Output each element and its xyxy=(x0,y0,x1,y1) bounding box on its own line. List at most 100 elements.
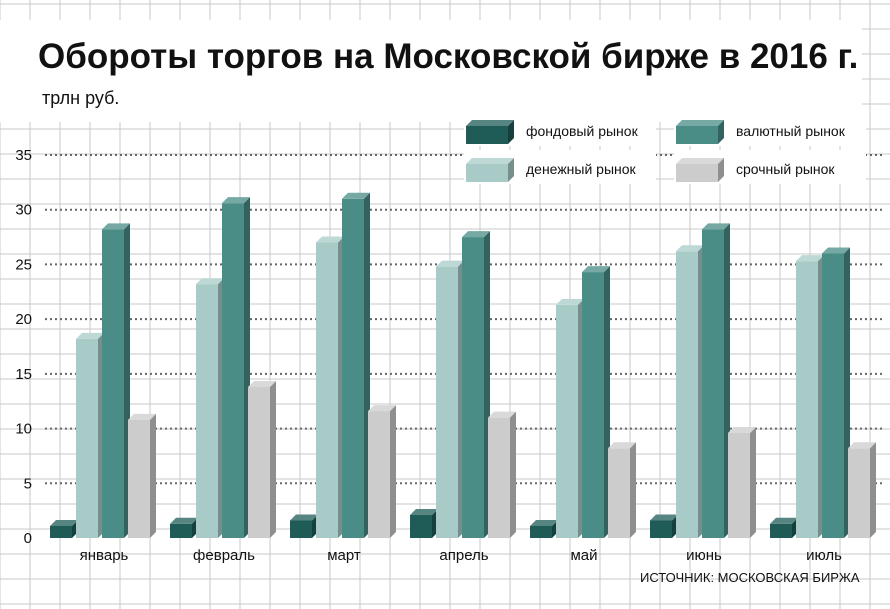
x-tick-label: январь xyxy=(80,547,129,564)
bar xyxy=(316,236,344,539)
bar-top xyxy=(342,192,370,199)
bar xyxy=(582,266,610,538)
bar-side xyxy=(510,411,516,538)
bars xyxy=(50,192,876,539)
bar-front xyxy=(728,432,750,538)
y-tick-label: 25 xyxy=(15,256,32,273)
bar-side xyxy=(630,442,636,538)
bar xyxy=(410,509,438,538)
bar xyxy=(530,519,558,538)
bar-front xyxy=(530,525,552,538)
bar xyxy=(702,223,730,538)
legend-swatch xyxy=(466,126,508,144)
x-tick-label: июль xyxy=(806,547,842,564)
bar-top xyxy=(436,260,464,267)
bar-top xyxy=(248,380,276,387)
bar-top xyxy=(728,426,756,433)
bar-front xyxy=(462,237,484,539)
legend-swatch xyxy=(466,164,508,182)
bar-top xyxy=(530,519,558,526)
bar-top xyxy=(76,332,104,339)
bar xyxy=(222,197,250,539)
source-note: ИСТОЧНИК: МОСКОВСКАЯ БИРЖА xyxy=(640,570,860,585)
bar-front xyxy=(368,411,390,538)
bar-top xyxy=(196,278,224,285)
bar-top xyxy=(102,223,130,230)
bar xyxy=(848,442,876,538)
legend-label: денежный рынок xyxy=(526,161,637,177)
legend-swatch-side xyxy=(718,158,724,182)
bar-top xyxy=(222,197,250,204)
bar-side xyxy=(870,442,876,538)
bar-top xyxy=(410,509,438,516)
y-tick-label: 15 xyxy=(15,366,32,383)
legend-item: денежный рынок xyxy=(464,150,656,184)
legend-item: фондовый рынок xyxy=(464,112,656,146)
bar-front xyxy=(50,525,72,538)
y-tick-label: 5 xyxy=(24,475,32,492)
bar-top xyxy=(770,517,798,524)
bar-front xyxy=(702,229,724,538)
legend-swatch-top xyxy=(676,120,724,126)
bar-front xyxy=(436,266,458,538)
x-tick-label: апрель xyxy=(439,547,488,564)
x-tick-label: февраль xyxy=(193,547,255,564)
bar-top xyxy=(650,514,678,521)
y-axis-ticks: 0 5 10 15 20 25 30 35 xyxy=(15,147,32,547)
bar-top xyxy=(50,519,78,526)
bar-top xyxy=(488,411,516,418)
legend-swatch xyxy=(676,164,718,182)
bar-front xyxy=(76,338,98,538)
bar-top xyxy=(582,266,610,273)
legend-swatch-top xyxy=(676,158,724,164)
bar-front xyxy=(290,520,312,538)
bar xyxy=(608,442,636,538)
bar-side xyxy=(270,380,276,538)
bar-front xyxy=(556,304,578,538)
bar-front xyxy=(196,284,218,538)
bar-front xyxy=(770,523,792,538)
bar-front xyxy=(822,253,844,538)
legend-swatch-top xyxy=(466,158,514,164)
legend-label: валютный рынок xyxy=(736,123,846,139)
bar-front xyxy=(128,419,150,538)
legend-swatch xyxy=(676,126,718,144)
bar-top xyxy=(848,442,876,449)
bar xyxy=(342,192,370,538)
bar xyxy=(128,413,156,538)
y-tick-label: 0 xyxy=(24,530,32,547)
bar-top xyxy=(702,223,730,230)
bar-front xyxy=(170,523,192,538)
x-tick-label: май xyxy=(570,547,597,564)
bar-front xyxy=(410,515,432,538)
bar-front xyxy=(222,203,244,539)
bar-top xyxy=(316,236,344,243)
bar xyxy=(556,298,584,538)
bar xyxy=(728,426,756,538)
bar-front xyxy=(582,272,604,538)
bar-front xyxy=(796,261,818,538)
bar xyxy=(676,245,704,538)
legend-label: фондовый рынок xyxy=(526,123,639,139)
bar xyxy=(796,255,824,538)
bar xyxy=(770,517,798,538)
title-panel xyxy=(0,20,862,122)
bar xyxy=(488,411,516,538)
bar xyxy=(822,247,850,538)
legend-swatch-side xyxy=(508,158,514,182)
bar xyxy=(50,519,78,538)
x-tick-label: март xyxy=(327,547,361,564)
legend-label: срочный рынок xyxy=(736,161,835,177)
bar-top xyxy=(676,245,704,252)
y-tick-label: 10 xyxy=(15,421,32,438)
x-tick-label: июнь xyxy=(686,547,722,564)
bar xyxy=(196,278,224,538)
bar xyxy=(462,231,490,539)
bar-front xyxy=(676,251,698,538)
legend-swatch-top xyxy=(466,120,514,126)
bar xyxy=(368,405,396,538)
bar-front xyxy=(342,198,364,538)
bar xyxy=(436,260,464,538)
y-tick-label: 20 xyxy=(15,311,32,328)
